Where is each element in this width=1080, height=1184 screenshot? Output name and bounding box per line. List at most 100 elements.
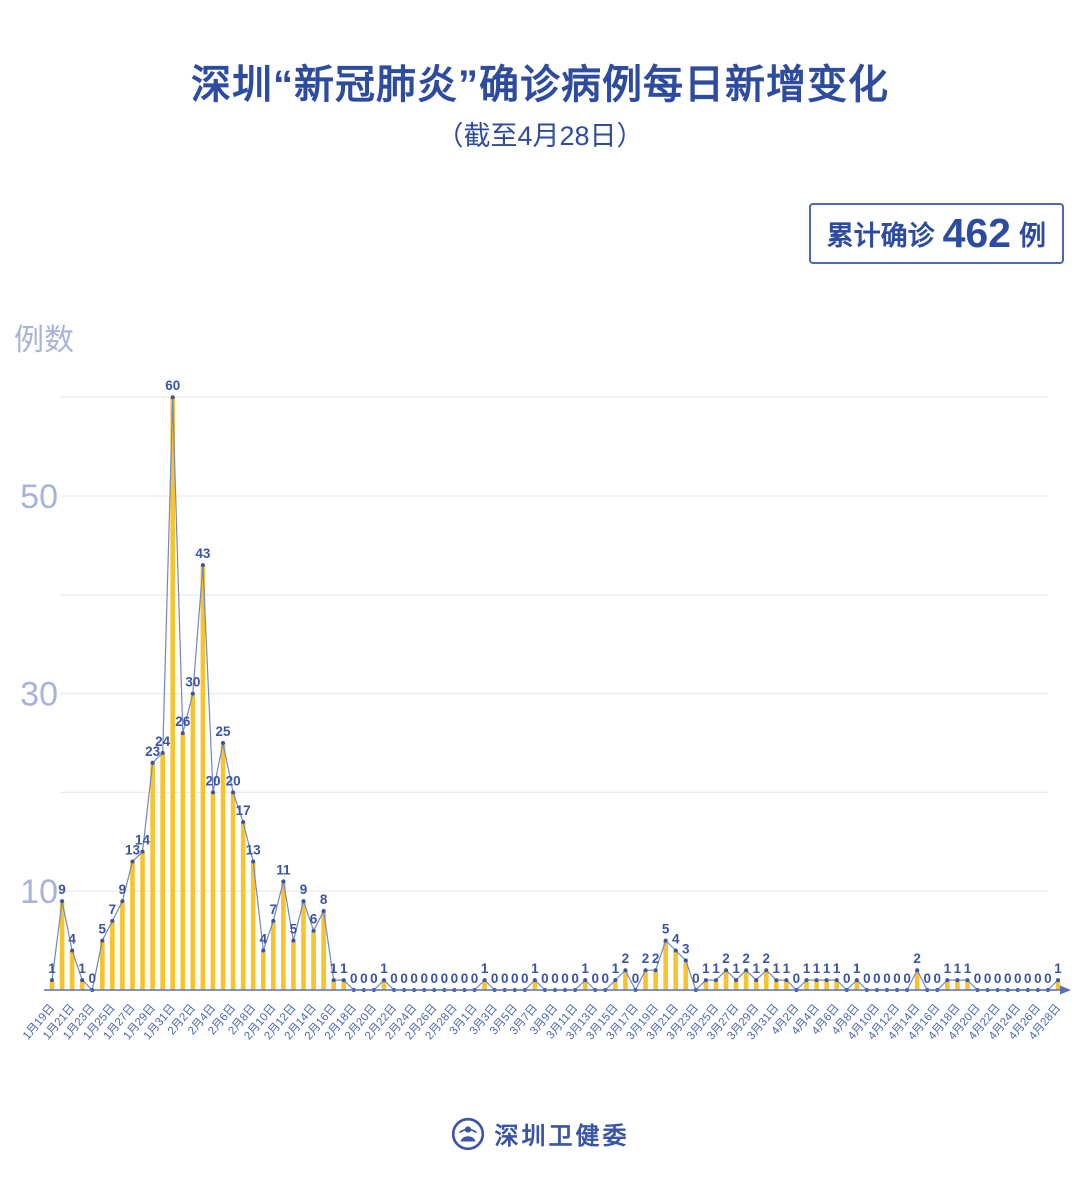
gridlines [60,396,1048,892]
svg-text:4: 4 [68,931,76,946]
svg-text:1: 1 [803,961,811,976]
svg-text:1: 1 [340,961,348,976]
svg-text:0: 0 [632,971,640,986]
badge-suffix: 例 [1019,221,1046,251]
page-subtitle: （截至4月28日） [436,121,644,151]
svg-text:25: 25 [216,724,232,739]
svg-text:1: 1 [823,961,831,976]
svg-text:6: 6 [310,912,318,927]
svg-text:0: 0 [793,971,801,986]
svg-text:0: 0 [1014,971,1022,986]
svg-text:0: 0 [400,971,408,986]
svg-text:2: 2 [622,951,630,966]
y-axis-tick-labels: 10 30 50 [20,478,58,911]
svg-text:0: 0 [471,971,479,986]
svg-text:2: 2 [913,951,921,966]
svg-text:0: 0 [541,971,549,986]
svg-text:30: 30 [185,675,200,690]
svg-text:0: 0 [863,971,871,986]
svg-text:1: 1 [813,961,821,976]
cumulative-total-badge: 累计确诊 462 例 [808,203,1064,264]
svg-text:20: 20 [205,773,220,788]
svg-text:0: 0 [994,971,1002,986]
svg-text:0: 0 [903,971,911,986]
svg-text:0: 0 [431,971,439,986]
svg-text:0: 0 [350,971,358,986]
svg-text:0: 0 [692,971,700,986]
svg-text:0: 0 [88,971,96,986]
svg-text:1: 1 [712,961,720,976]
svg-text:2: 2 [642,951,650,966]
svg-text:0: 0 [501,971,509,986]
svg-text:1: 1 [481,961,489,976]
svg-text:1: 1 [330,961,338,976]
svg-text:7: 7 [109,902,117,917]
svg-text:1: 1 [783,961,791,976]
svg-text:14: 14 [135,833,151,848]
svg-text:0: 0 [1044,971,1052,986]
brand-name: 深圳卫健委 [494,1123,630,1150]
svg-text:43: 43 [195,546,211,561]
svg-text:0: 0 [410,971,418,986]
svg-text:0: 0 [571,971,579,986]
svg-text:30: 30 [20,676,58,714]
svg-text:1: 1 [702,961,710,976]
svg-text:2: 2 [722,951,730,966]
svg-text:0: 0 [551,971,559,986]
svg-text:2: 2 [652,951,660,966]
svg-text:1: 1 [48,961,56,976]
svg-text:17: 17 [236,803,251,818]
svg-text:1: 1 [944,961,952,976]
svg-text:1: 1 [833,961,841,976]
svg-text:13: 13 [125,843,141,858]
svg-text:1: 1 [732,961,740,976]
svg-text:0: 0 [451,971,459,986]
svg-text:0: 0 [843,971,851,986]
svg-text:23: 23 [145,744,161,759]
svg-text:0: 0 [561,971,569,986]
footer-brand: 深圳卫健委 [0,1116,1080,1151]
svg-text:0: 0 [974,971,982,986]
svg-text:0: 0 [1034,971,1042,986]
svg-text:9: 9 [119,882,127,897]
svg-text:26: 26 [175,714,191,729]
svg-text:9: 9 [58,882,66,897]
brand-logo-icon [451,1117,484,1150]
svg-text:0: 0 [984,971,992,986]
svg-text:10: 10 [20,873,58,911]
svg-text:0: 0 [883,971,891,986]
svg-text:0: 0 [390,971,398,986]
data-value-labels: 1941057913142324602630432025201713471159… [48,378,1062,986]
svg-text:0: 0 [602,971,610,986]
svg-text:7: 7 [270,902,278,917]
svg-text:1: 1 [954,961,962,976]
svg-text:9: 9 [300,882,308,897]
svg-text:1: 1 [773,961,781,976]
svg-text:11: 11 [276,862,291,877]
svg-text:0: 0 [360,971,368,986]
svg-text:0: 0 [511,971,519,986]
svg-text:0: 0 [370,971,378,986]
svg-text:5: 5 [99,922,107,937]
svg-text:1: 1 [581,961,589,976]
svg-text:13: 13 [246,843,262,858]
svg-text:1: 1 [380,961,388,976]
svg-text:5: 5 [662,922,670,937]
svg-text:0: 0 [461,971,469,986]
svg-text:1: 1 [853,961,861,976]
svg-text:50: 50 [20,478,58,516]
page-title: 深圳“新冠肺炎”确诊病例每日新增变化 [191,63,889,107]
svg-text:1: 1 [78,961,86,976]
x-axis-tick-labels: 1月19日1月21日1月23日1月25日1月27日1月29日1月31日2月2日2… [21,1002,1063,1042]
x-axis [44,985,1071,995]
svg-text:60: 60 [165,378,180,393]
svg-text:2: 2 [763,951,771,966]
svg-text:0: 0 [420,971,428,986]
svg-text:0: 0 [1024,971,1032,986]
svg-text:24: 24 [155,734,171,749]
svg-text:5: 5 [290,922,298,937]
svg-text:3: 3 [682,941,690,956]
svg-text:1: 1 [964,961,972,976]
